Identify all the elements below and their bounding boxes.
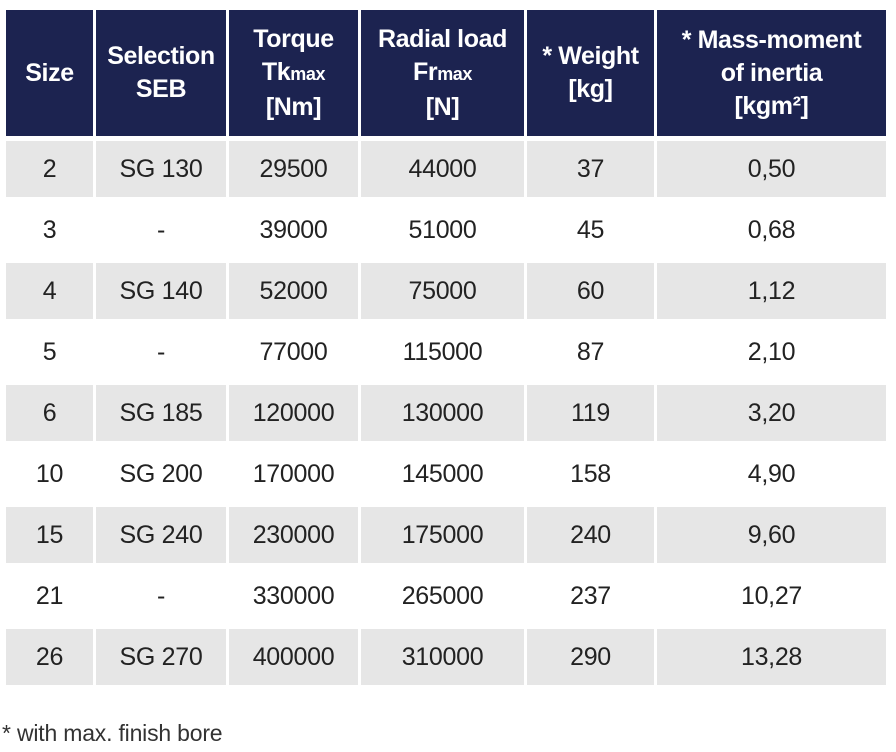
cell-radial-load: 145000: [401, 459, 484, 488]
cell-selection: SG 200: [119, 459, 203, 488]
cell-radial-load: 115000: [402, 337, 483, 366]
header-radial-symbol: Frmax: [412, 57, 473, 86]
cell-torque: 39000: [259, 215, 328, 244]
cell-torque: 330000: [252, 581, 335, 610]
cell-weight: 45: [576, 215, 605, 244]
table-row: 15 SG 240 230000 175000 240 9,60: [6, 507, 886, 563]
cell-inertia: 0,68: [747, 215, 796, 244]
cell-selection: SG 185: [96, 385, 226, 441]
cell-selection: -: [156, 581, 166, 610]
cell-weight: 60: [527, 263, 654, 319]
cell-radial-load: 265000: [401, 581, 484, 610]
cell-size: 6: [6, 385, 93, 441]
table-row: 6 SG 185 120000 130000 119 3,20: [6, 385, 886, 441]
cell-size: 2: [6, 141, 93, 197]
footnote: * with max. finish bore: [2, 720, 223, 746]
cell-weight: 237: [570, 581, 611, 610]
cell-selection: SG 130: [96, 141, 226, 197]
header-size: Size: [6, 10, 93, 136]
cell-weight: 87: [576, 337, 605, 366]
table-row: 10 SG 200 170000 145000 158 4,90: [6, 446, 886, 502]
cell-torque: 400000: [229, 629, 358, 685]
cell-torque: 230000: [229, 507, 358, 563]
header-radial-load: Radial load Frmax [N]: [361, 10, 524, 136]
cell-inertia: 1,12: [657, 263, 886, 319]
table-row: 21 - 330000 265000 237 10,27: [6, 568, 886, 624]
cell-torque: 52000: [229, 263, 358, 319]
specification-table: Size Selection SEB Torque Tkmax [Nm] Rad…: [3, 5, 889, 690]
cell-weight: 240: [527, 507, 654, 563]
cell-size: 10: [35, 459, 64, 488]
cell-size: 26: [6, 629, 93, 685]
cell-selection: SG 240: [96, 507, 226, 563]
cell-torque: 29500: [229, 141, 358, 197]
header-mass-moment-of-inertia: * Mass-moment of inertia [kgm²]: [657, 10, 886, 136]
cell-inertia: 9,60: [657, 507, 886, 563]
cell-weight: 119: [527, 385, 654, 441]
header-weight: * Weight [kg]: [527, 10, 654, 136]
table-row: 4 SG 140 52000 75000 60 1,12: [6, 263, 886, 319]
cell-radial-load: 130000: [361, 385, 524, 441]
cell-size: 3: [42, 215, 57, 244]
cell-weight: 290: [527, 629, 654, 685]
table-row: 5 - 77000 115000 87 2,10: [6, 324, 886, 380]
header-selection-seb: Selection SEB: [96, 10, 226, 136]
cell-torque: 77000: [259, 337, 328, 366]
header-torque-symbol: Tkmax: [261, 57, 326, 86]
header-row: Size Selection SEB Torque Tkmax [Nm] Rad…: [6, 10, 886, 136]
cell-inertia: 10,27: [740, 581, 803, 610]
cell-radial-load: 51000: [408, 215, 477, 244]
header-torque: Torque Tkmax [Nm]: [229, 10, 358, 136]
cell-inertia: 0,50: [657, 141, 886, 197]
cell-radial-load: 175000: [361, 507, 524, 563]
cell-torque: 170000: [252, 459, 335, 488]
cell-radial-load: 44000: [361, 141, 524, 197]
table-row: 26 SG 270 400000 310000 290 13,28: [6, 629, 886, 685]
cell-inertia: 2,10: [747, 337, 796, 366]
cell-weight: 37: [527, 141, 654, 197]
cell-inertia: 13,28: [657, 629, 886, 685]
cell-size: 4: [6, 263, 93, 319]
cell-selection: SG 140: [96, 263, 226, 319]
cell-selection: -: [156, 337, 166, 366]
table-row: 3 - 39000 51000 45 0,68: [6, 202, 886, 258]
cell-size: 21: [35, 581, 64, 610]
table-body: 2 SG 130 29500 44000 37 0,50 3-39000 51000 45 0,6…: [6, 141, 886, 685]
cell-size: 5: [42, 337, 57, 366]
cell-selection: SG 270: [96, 629, 226, 685]
cell-inertia: 3,20: [657, 385, 886, 441]
cell-inertia: 4,90: [747, 459, 796, 488]
cell-size: 15: [6, 507, 93, 563]
cell-radial-load: 310000: [361, 629, 524, 685]
cell-weight: 158: [570, 459, 611, 488]
cell-radial-load: 75000: [361, 263, 524, 319]
table-row: 2 SG 130 29500 44000 37 0,50: [6, 141, 886, 197]
cell-selection: -: [156, 215, 166, 244]
cell-torque: 120000: [229, 385, 358, 441]
